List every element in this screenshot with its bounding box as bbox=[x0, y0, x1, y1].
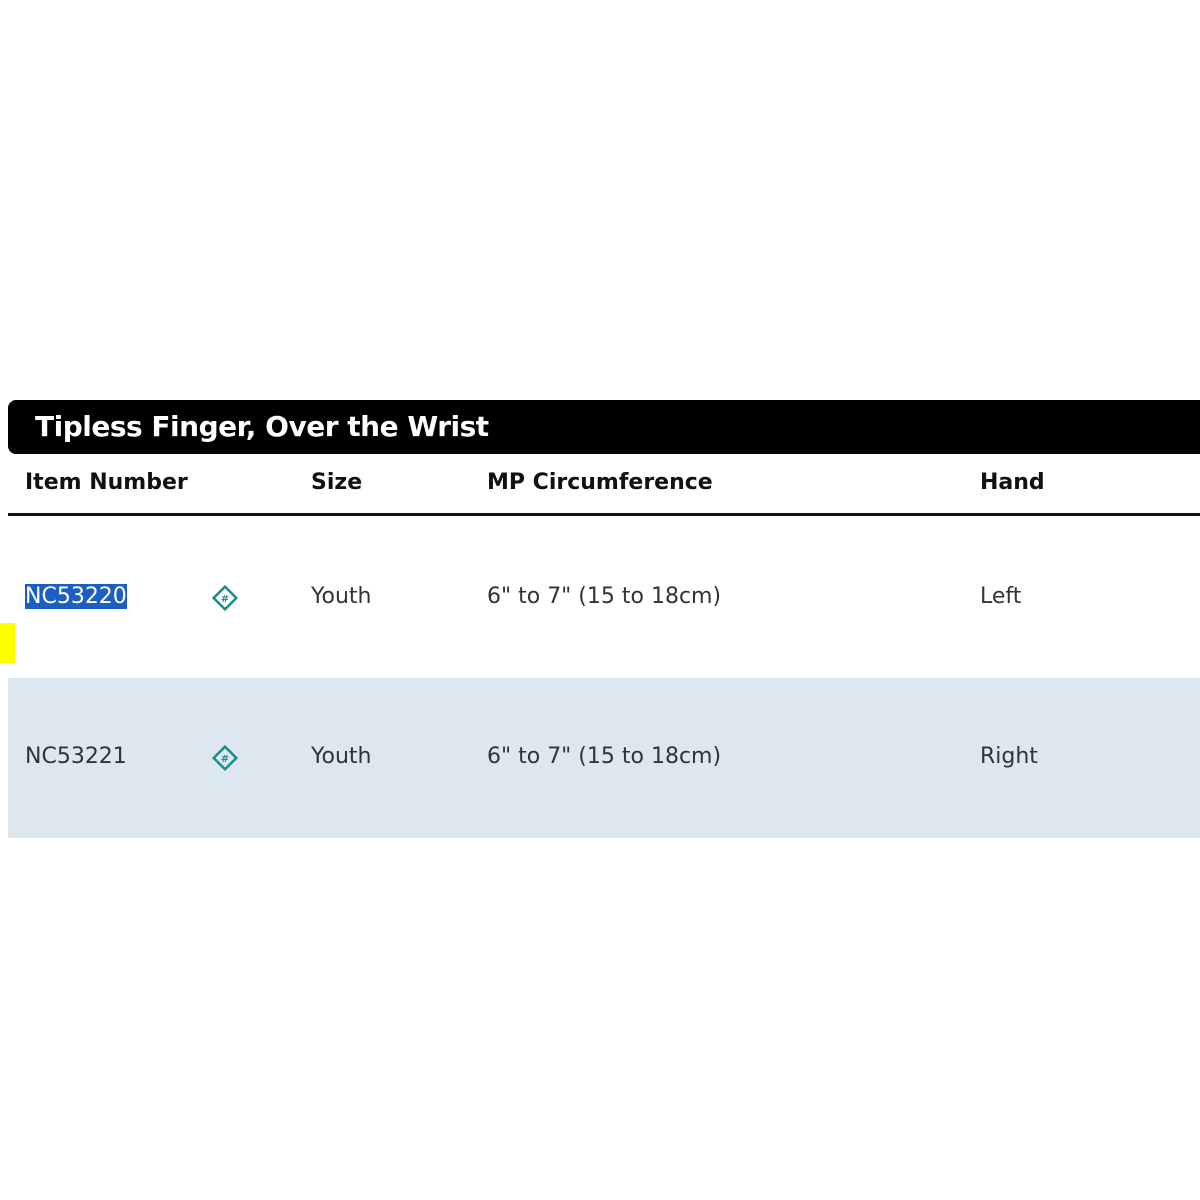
table-row: NC53221 # Youth 6" to 7" (15 to 18cm) Ri… bbox=[8, 678, 1200, 838]
svg-text:#: # bbox=[221, 594, 229, 605]
header-mp-circumference: MP Circumference bbox=[487, 470, 713, 495]
rx-diamond-icon: # bbox=[212, 585, 238, 611]
size: Youth bbox=[311, 584, 372, 609]
highlight-marker bbox=[0, 623, 15, 663]
size: Youth bbox=[311, 744, 372, 769]
mp-circumference: 6" to 7" (15 to 18cm) bbox=[487, 584, 722, 609]
header-item-number: Item Number bbox=[25, 470, 188, 495]
rx-diamond-icon: # bbox=[212, 745, 238, 771]
mp-circumference: 6" to 7" (15 to 18cm) bbox=[487, 744, 722, 769]
table-row: NC53220 # Youth 6" to 7" (15 to 18cm) Le… bbox=[8, 518, 1200, 678]
hand: Right bbox=[980, 744, 1038, 769]
item-number[interactable]: NC53221 bbox=[25, 744, 127, 769]
svg-text:#: # bbox=[221, 754, 229, 765]
table-title: Tipless Finger, Over the Wrist bbox=[35, 410, 489, 443]
header-size: Size bbox=[311, 470, 363, 495]
header-divider bbox=[8, 513, 1200, 516]
table-title-bar: Tipless Finger, Over the Wrist bbox=[8, 400, 1200, 454]
item-number[interactable]: NC53220 bbox=[25, 584, 127, 609]
hand: Left bbox=[980, 584, 1022, 609]
header-hand: Hand bbox=[980, 470, 1045, 495]
